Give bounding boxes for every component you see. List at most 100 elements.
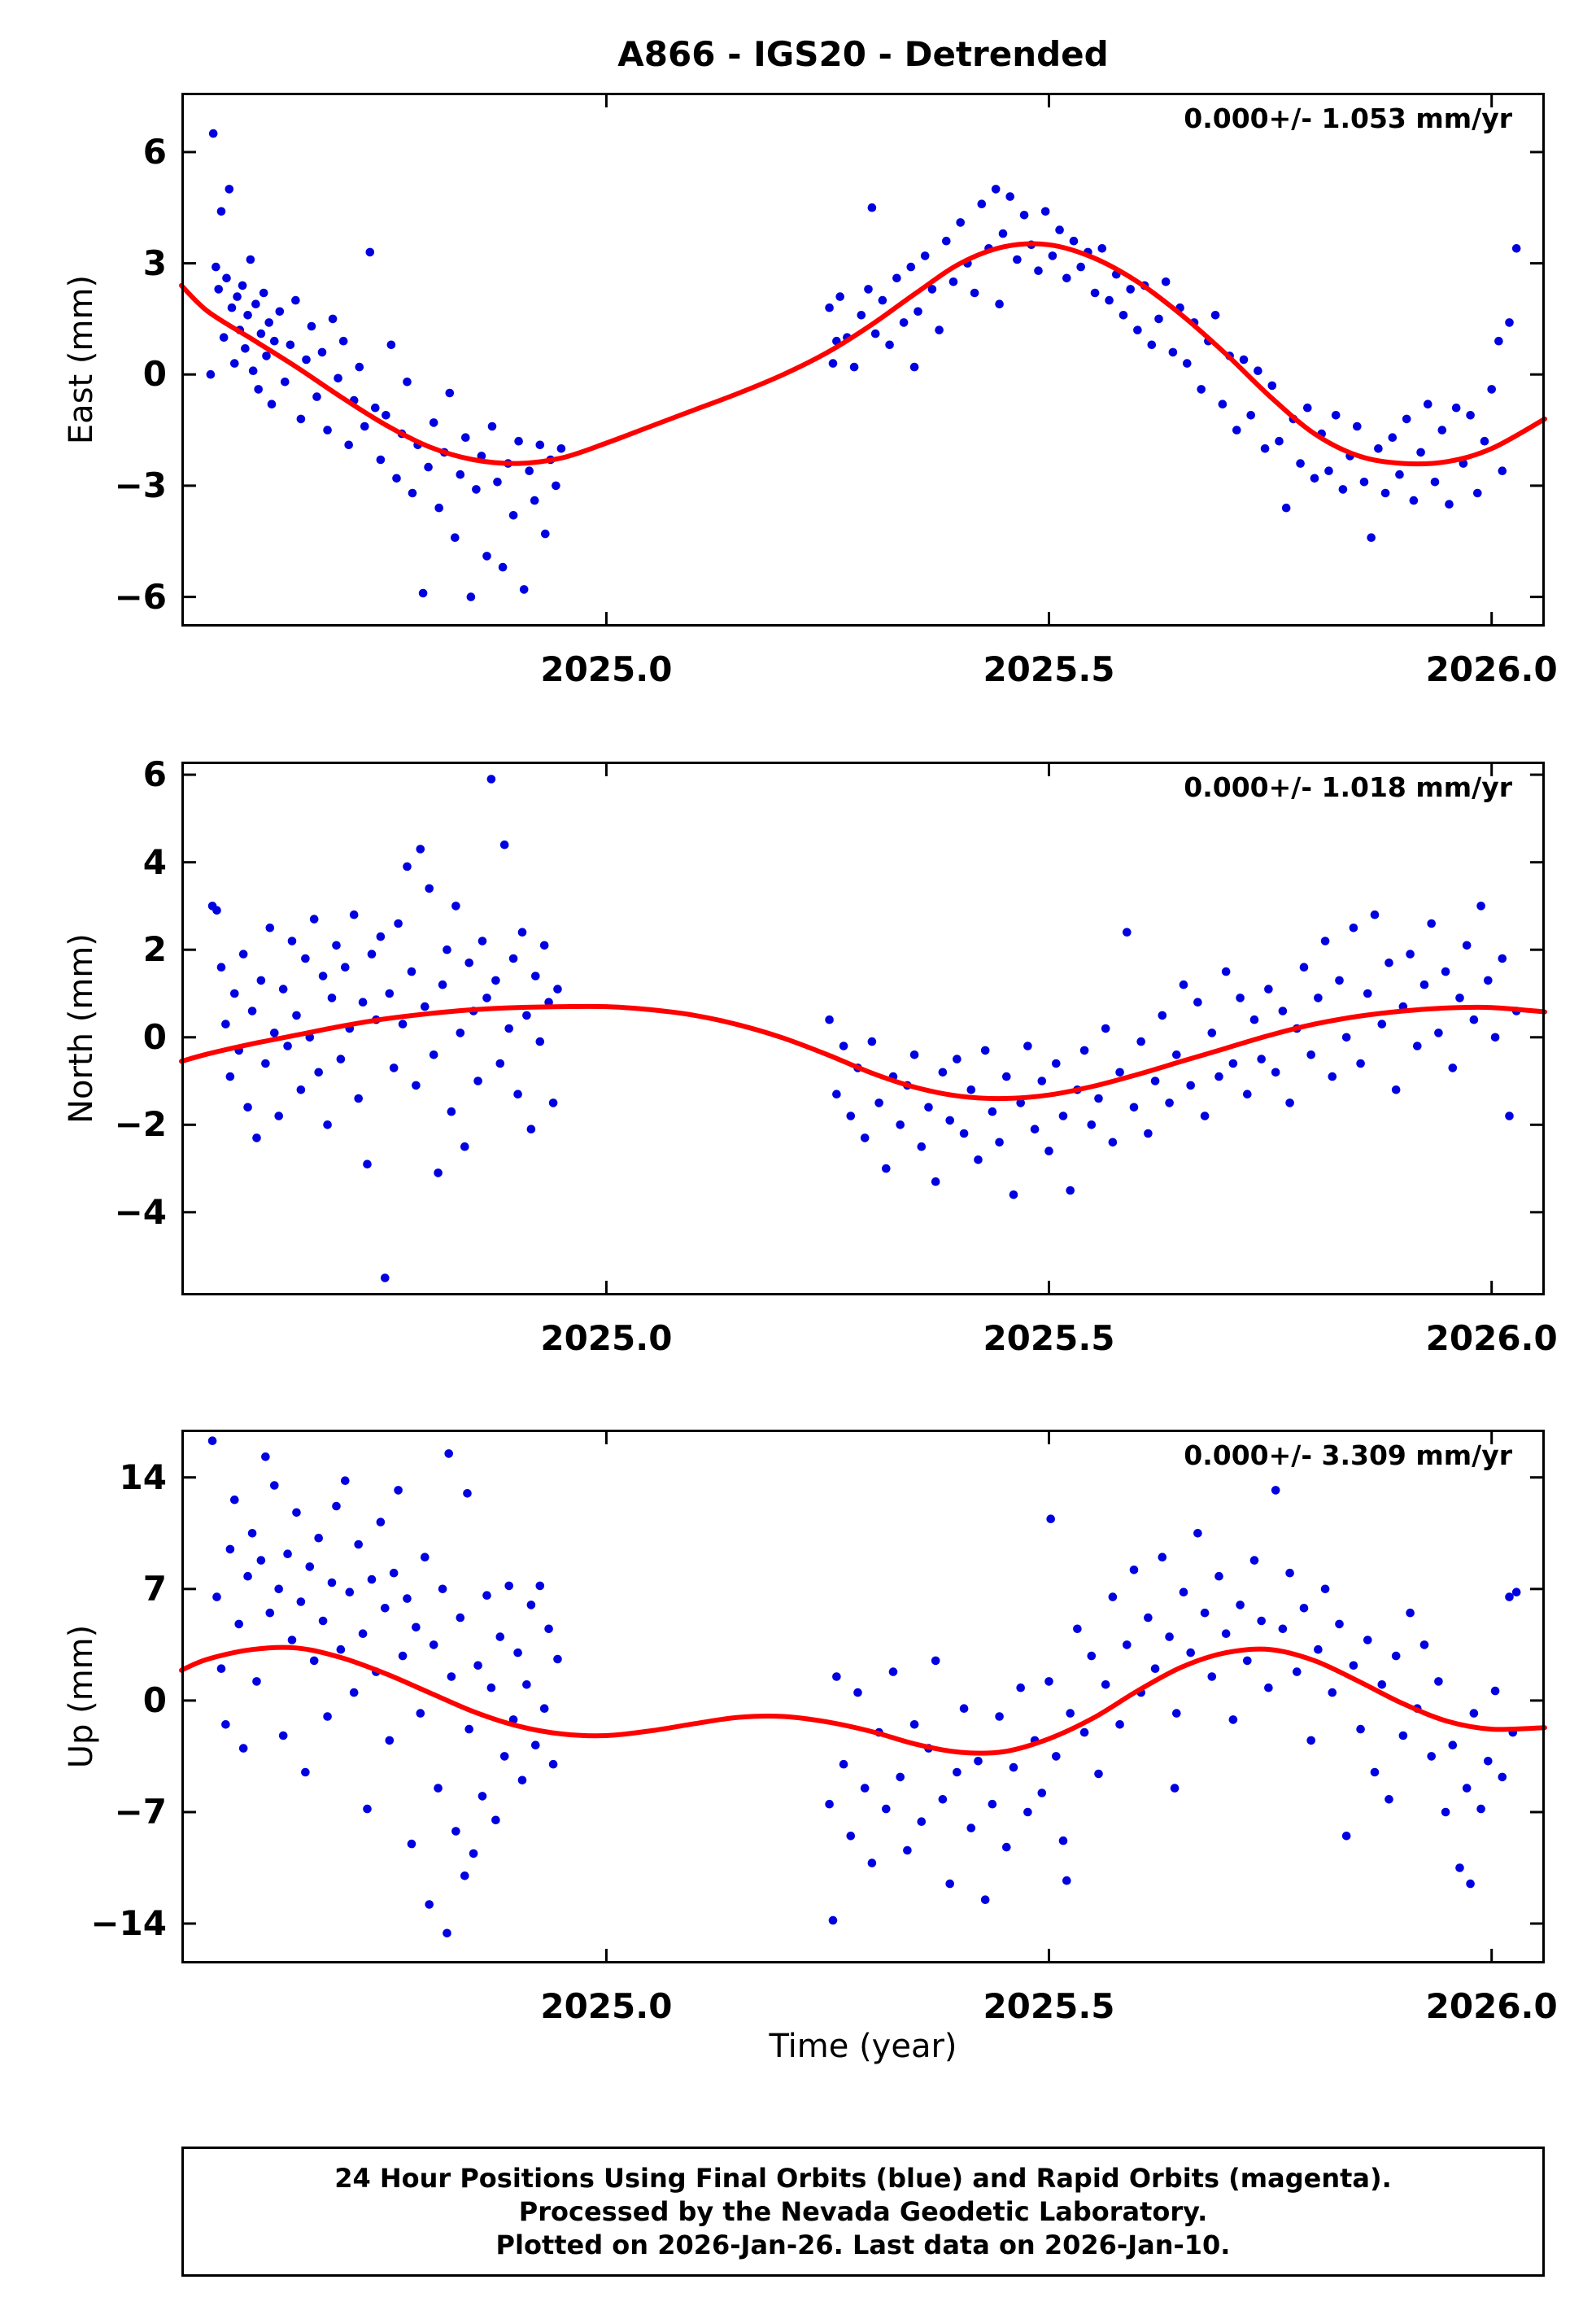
scatter-point bbox=[1090, 288, 1100, 298]
scatter-point bbox=[1370, 910, 1380, 919]
caption-line: Plotted on 2026-Jan-26. Last data on 202… bbox=[495, 2229, 1231, 2260]
scatter-point bbox=[296, 1597, 306, 1606]
scatter-point bbox=[1490, 1686, 1500, 1696]
scatter-point bbox=[1115, 1068, 1124, 1077]
scatter-point bbox=[460, 1871, 469, 1880]
scatter-point bbox=[1073, 1624, 1082, 1634]
scatter-point bbox=[460, 1142, 469, 1151]
scatter-point bbox=[486, 1683, 496, 1692]
scatter-point bbox=[456, 1029, 465, 1037]
scatter-point bbox=[1197, 385, 1206, 394]
scatter-point bbox=[828, 359, 838, 368]
scatter-point bbox=[301, 954, 310, 963]
scatter-point bbox=[519, 585, 529, 594]
scatter-point bbox=[309, 915, 319, 924]
scatter-point bbox=[302, 355, 311, 365]
scatter-point bbox=[451, 1827, 460, 1836]
scatter-point bbox=[211, 262, 220, 272]
scatter-point bbox=[1409, 496, 1419, 505]
scatter-point bbox=[1101, 1024, 1110, 1033]
scatter-point bbox=[864, 285, 873, 294]
scatter-point bbox=[477, 452, 486, 461]
scatter-point bbox=[1293, 1667, 1302, 1676]
scatter-point bbox=[959, 1704, 969, 1713]
scatter-point bbox=[296, 1085, 306, 1094]
scatter-point bbox=[1161, 277, 1171, 286]
scatter-point bbox=[857, 311, 866, 320]
scatter-point bbox=[1172, 1709, 1181, 1718]
scatter-point bbox=[243, 1103, 252, 1112]
scatter-point bbox=[1416, 448, 1425, 457]
scatter-point bbox=[1511, 244, 1521, 253]
scatter-point bbox=[541, 529, 550, 539]
scatter-point bbox=[221, 1020, 230, 1029]
scatter-point bbox=[1455, 1863, 1464, 1872]
scatter-point bbox=[1377, 1680, 1387, 1689]
scatter-point bbox=[323, 1120, 332, 1129]
scatter-point bbox=[367, 1574, 377, 1584]
scatter-point bbox=[265, 924, 275, 932]
fit-curve bbox=[179, 1003, 1547, 1102]
scatter-point bbox=[903, 1845, 912, 1855]
scatter-point bbox=[382, 411, 390, 420]
scatter-point bbox=[389, 1063, 399, 1072]
scatter-point bbox=[1158, 1011, 1167, 1020]
scatter-point bbox=[241, 344, 250, 353]
x-tick-label: 2026.0 bbox=[1425, 1318, 1558, 1358]
scatter-point bbox=[412, 1622, 421, 1632]
fit-curve bbox=[179, 241, 1547, 467]
scatter-point bbox=[1221, 967, 1231, 976]
scatter-point bbox=[238, 281, 247, 290]
scatter-point bbox=[451, 533, 460, 542]
scatter-point bbox=[1448, 1740, 1458, 1749]
scatter-point bbox=[556, 444, 566, 453]
scatter-point bbox=[381, 1604, 390, 1613]
north-panel: North (mm) 0.000+/- 1.018 mm/yr 6 4 2 0 −2 −4… bbox=[63, 757, 1558, 1358]
scatter-point bbox=[456, 1613, 465, 1622]
scatter-point bbox=[307, 321, 316, 331]
scatter-point bbox=[301, 1767, 310, 1777]
scatter-point bbox=[365, 247, 375, 257]
scatter-point bbox=[360, 421, 369, 431]
scatter-point bbox=[1079, 1046, 1089, 1055]
scatter-point bbox=[909, 1050, 919, 1059]
scatter-point bbox=[1406, 1608, 1415, 1618]
scatter-point bbox=[385, 1736, 395, 1745]
scatter-point bbox=[225, 185, 234, 194]
scatter-point bbox=[525, 466, 534, 475]
scatter-point bbox=[867, 1858, 877, 1867]
scatter-point bbox=[1200, 1112, 1210, 1120]
scatter-point bbox=[1320, 937, 1330, 946]
scatter-point bbox=[438, 1584, 447, 1594]
scatter-point bbox=[403, 378, 412, 387]
scatter-point bbox=[1052, 1059, 1061, 1068]
scatter-point bbox=[1172, 1050, 1181, 1059]
scatter-point bbox=[1498, 1772, 1507, 1782]
scatter-point bbox=[860, 1784, 870, 1793]
scatter-point bbox=[1487, 385, 1496, 394]
scatter-point bbox=[1395, 469, 1404, 479]
scatter-point bbox=[878, 295, 887, 305]
scatter-point bbox=[1119, 311, 1128, 320]
caption-box: 24 Hour Positions Using Final Orbits (bl… bbox=[181, 2147, 1545, 2277]
scatter-point bbox=[251, 299, 260, 308]
scatter-point bbox=[1310, 474, 1319, 483]
scatter-point bbox=[487, 421, 497, 431]
up-plot-canvas bbox=[179, 1430, 1547, 1963]
y-tick-label: 14 bbox=[119, 1457, 167, 1497]
scatter-point bbox=[1285, 1098, 1294, 1107]
scatter-point bbox=[238, 950, 248, 959]
scatter-point bbox=[517, 928, 527, 937]
scatter-point bbox=[1239, 355, 1249, 365]
scatter-point bbox=[486, 775, 496, 784]
scatter-point bbox=[1023, 1042, 1032, 1050]
scatter-point bbox=[230, 989, 239, 998]
scatter-point bbox=[1249, 1015, 1259, 1024]
scatter-point bbox=[1005, 192, 1014, 201]
y-tick-label: 6 bbox=[142, 131, 167, 172]
scatter-point bbox=[1236, 994, 1245, 1002]
scatter-point bbox=[1228, 1059, 1238, 1068]
scatter-point bbox=[1058, 1836, 1068, 1845]
scatter-point bbox=[1419, 980, 1429, 989]
